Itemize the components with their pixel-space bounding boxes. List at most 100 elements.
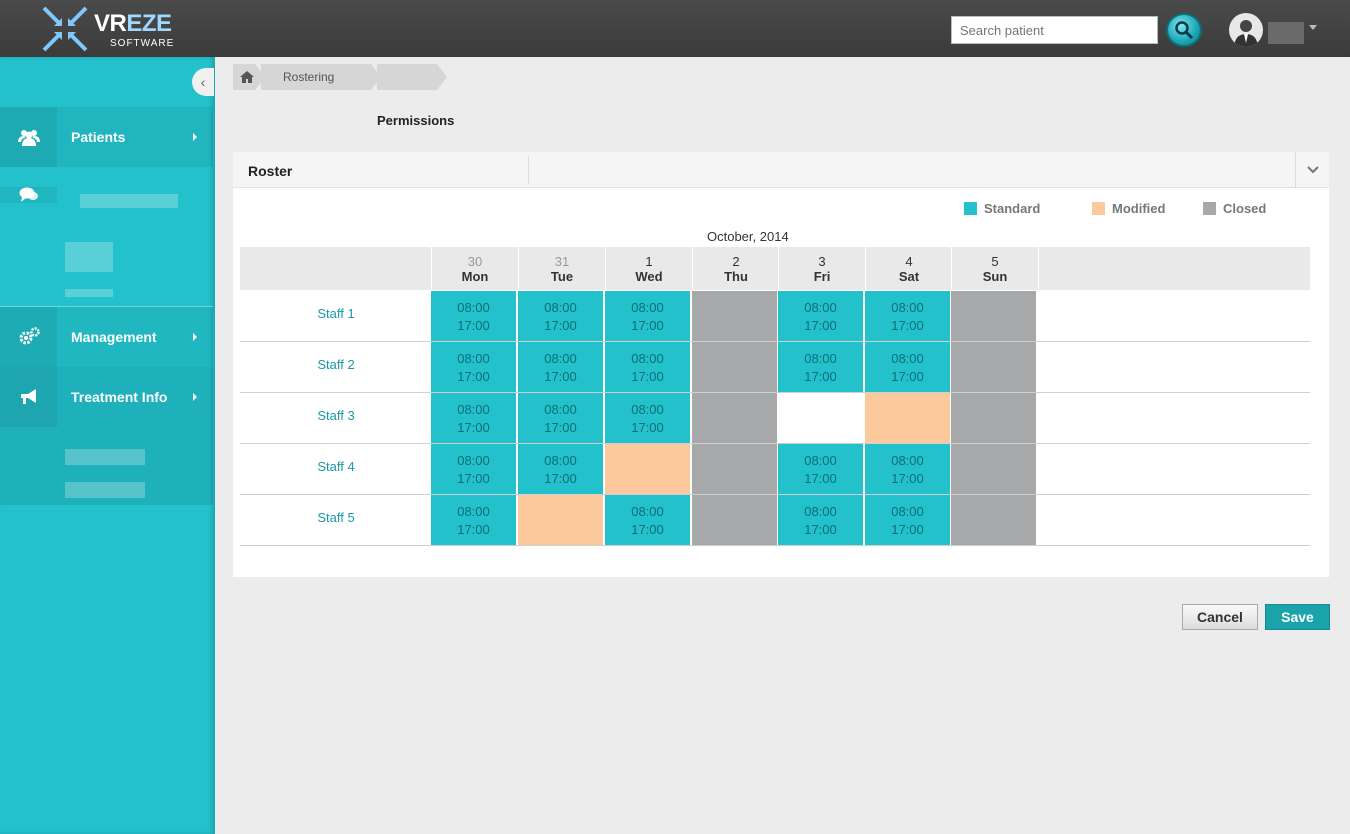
shift-cell-standard[interactable]: 08:00 17:00	[431, 444, 516, 494]
logo-arrows-icon	[42, 6, 88, 52]
shift-cell-standard[interactable]: 08:00 17:00	[518, 393, 603, 443]
collapse-sidebar-button[interactable]: ‹	[192, 68, 214, 96]
shift-cell-standard[interactable]: 08:00 17:00	[431, 342, 516, 392]
shift-cell-standard[interactable]: 08:00 17:00	[865, 291, 950, 341]
shift-cell-standard[interactable]: 08:00 17:00	[605, 342, 690, 392]
sidebar-item-label: Patients	[71, 129, 126, 145]
shift-end: 17:00	[544, 420, 577, 435]
shift-end: 17:00	[631, 318, 664, 333]
legend-swatch	[964, 202, 977, 215]
shift-start: 08:00	[804, 300, 837, 315]
redacted-text	[65, 449, 145, 465]
row-divider	[240, 545, 1310, 546]
shift-cell-standard[interactable]: 08:00 17:00	[605, 393, 690, 443]
shift-start: 08:00	[544, 453, 577, 468]
logo-wordmark: VREZE	[94, 10, 172, 37]
vreze-logo[interactable]: VREZE SOFTWARE	[40, 4, 180, 54]
shift-end: 17:00	[631, 420, 664, 435]
shift-cell-closed[interactable]	[951, 444, 1036, 494]
shift-start: 08:00	[544, 300, 577, 315]
staff-name[interactable]: Staff 3	[317, 408, 355, 423]
shift-start: 08:00	[544, 351, 577, 366]
breadcrumb-home[interactable]	[233, 64, 265, 90]
shift-cell-closed[interactable]	[951, 393, 1036, 443]
legend-label: Closed	[1223, 201, 1267, 216]
search-patient-input[interactable]	[951, 16, 1158, 44]
save-button[interactable]: Save	[1265, 604, 1330, 630]
shift-cell-closed[interactable]	[692, 342, 777, 392]
shift-cell-modified[interactable]	[865, 393, 950, 443]
day-number: 30	[467, 254, 483, 269]
shift-cell-standard[interactable]: 08:00 17:00	[518, 342, 603, 392]
shift-start: 08:00	[891, 504, 924, 519]
day-name: Sun	[982, 269, 1008, 284]
page-title: Permissions	[377, 113, 455, 128]
breadcrumb-rostering[interactable]: Rostering	[261, 64, 381, 90]
day-header: 31 Tue	[518, 247, 605, 290]
shift-cell-standard[interactable]: 08:00 17:00	[605, 291, 690, 341]
shift-cell-modified[interactable]	[605, 444, 690, 494]
chevron-down-icon[interactable]	[1309, 25, 1317, 30]
shift-start: 08:00	[631, 402, 664, 417]
staff-name[interactable]: Staff 5	[317, 510, 355, 525]
shift-end: 17:00	[891, 471, 924, 486]
shift-cell-standard[interactable]: 08:00 17:00	[778, 495, 863, 545]
shift-end: 17:00	[631, 369, 664, 384]
shift-cell-standard[interactable]: 08:00 17:00	[518, 444, 603, 494]
shift-start: 08:00	[804, 504, 837, 519]
megaphone-icon	[0, 367, 57, 427]
shift-end: 17:00	[804, 369, 837, 384]
panel-toggle-button[interactable]	[1295, 152, 1329, 188]
shift-cell-modified[interactable]	[518, 495, 603, 545]
shift-cell-standard[interactable]: 08:00 17:00	[431, 495, 516, 545]
shift-end: 17:00	[804, 318, 837, 333]
shift-cell-standard[interactable]: 08:00 17:00	[431, 393, 516, 443]
panel-title: Roster	[248, 163, 293, 179]
row-divider	[240, 341, 1310, 342]
shift-cell-closed[interactable]	[951, 291, 1036, 341]
shift-cell-standard[interactable]: 08:00 17:00	[865, 495, 950, 545]
shift-cell-empty[interactable]	[778, 393, 863, 443]
day-name: Wed	[635, 269, 663, 284]
legend-standard: Standard	[964, 201, 1040, 216]
logo-subtitle: SOFTWARE	[110, 38, 175, 49]
shift-cell-closed[interactable]	[692, 444, 777, 494]
legend-closed: Closed	[1203, 201, 1266, 216]
shift-cell-standard[interactable]: 08:00 17:00	[865, 444, 950, 494]
shift-cell-closed[interactable]	[951, 342, 1036, 392]
shift-cell-standard[interactable]: 08:00 17:00	[865, 342, 950, 392]
shift-cell-closed[interactable]	[692, 393, 777, 443]
sidebar-item-messages[interactable]	[0, 167, 213, 227]
legend-label: Standard	[984, 201, 1041, 216]
cancel-button[interactable]: Cancel	[1182, 604, 1258, 630]
day-number: 5	[991, 254, 999, 269]
top-bar: VREZE SOFTWARE	[0, 0, 1350, 57]
shift-cell-standard[interactable]: 08:00 17:00	[431, 291, 516, 341]
shift-cell-closed[interactable]	[951, 495, 1036, 545]
staff-name[interactable]: Staff 4	[317, 459, 355, 474]
legend-swatch	[1092, 202, 1105, 215]
shift-cell-closed[interactable]	[692, 291, 777, 341]
staff-name[interactable]: Staff 2	[317, 357, 355, 372]
shift-cell-standard[interactable]: 08:00 17:00	[605, 495, 690, 545]
shift-cell-standard[interactable]: 08:00 17:00	[778, 444, 863, 494]
shift-cell-standard[interactable]: 08:00 17:00	[778, 342, 863, 392]
staff-name[interactable]: Staff 1	[317, 306, 355, 321]
shift-cell-closed[interactable]	[692, 495, 777, 545]
user-avatar-icon[interactable]	[1229, 13, 1263, 47]
sidebar-item-patients[interactable]: Patients	[0, 107, 213, 167]
shift-cell-standard[interactable]: 08:00 17:00	[778, 291, 863, 341]
sidebar-item-management[interactable]: Management	[0, 307, 213, 367]
shift-start: 08:00	[457, 453, 490, 468]
sidebar-item-treatment-info[interactable]: Treatment Info	[0, 367, 213, 427]
sidebar-item-label: Treatment Info	[71, 389, 168, 405]
search-button[interactable]	[1166, 13, 1202, 47]
row-divider	[240, 443, 1310, 444]
user-name[interactable]	[1268, 22, 1304, 44]
shift-end: 17:00	[804, 522, 837, 537]
shift-cell-standard[interactable]: 08:00 17:00	[518, 291, 603, 341]
redacted-text	[65, 289, 113, 297]
day-number: 4	[905, 254, 913, 269]
legend-modified: Modified	[1092, 201, 1165, 216]
day-header: 4 Sat	[865, 247, 952, 290]
